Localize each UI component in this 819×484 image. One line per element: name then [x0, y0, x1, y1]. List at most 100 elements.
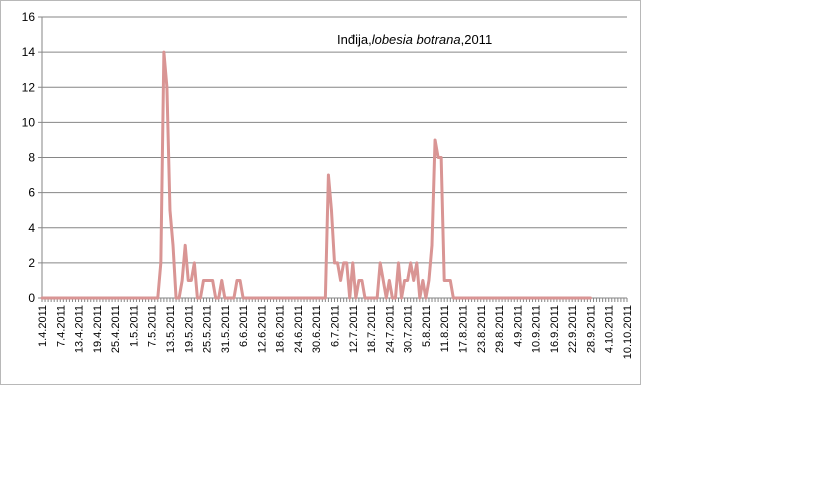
data-point [419, 297, 421, 299]
chart-title-part: ,2011 [461, 32, 493, 47]
series-line [40, 50, 592, 300]
data-point [397, 262, 400, 264]
data-point [589, 297, 592, 299]
data-point [379, 262, 382, 264]
data-point [205, 279, 208, 282]
x-tick-label: 19.4.2011 [92, 305, 104, 353]
data-point [336, 262, 339, 264]
data-point [330, 209, 333, 211]
x-tick-label: 17.8.2011 [457, 305, 469, 353]
x-tick-label: 30.6.2011 [311, 305, 323, 353]
data-point [355, 297, 357, 299]
data-point [208, 279, 211, 282]
data-point [184, 244, 187, 247]
data-point [324, 297, 327, 299]
x-tick-label: 11.8.2011 [439, 305, 451, 352]
data-point [202, 279, 205, 282]
data-point [440, 156, 442, 159]
data-point [166, 86, 168, 89]
x-tick-label: 13.4.2011 [74, 305, 86, 353]
data-point [403, 279, 406, 282]
data-point [163, 51, 165, 53]
data-point [190, 279, 193, 282]
data-point [175, 297, 177, 299]
data-point [248, 297, 250, 299]
data-point [211, 279, 214, 282]
x-tick-label: 18.6.2011 [275, 305, 287, 353]
data-point [388, 279, 391, 282]
x-tick-label: 5.8.2011 [421, 305, 433, 347]
data-point [425, 297, 427, 299]
data-point [443, 279, 445, 282]
data-point [431, 244, 433, 247]
x-tick-label: 6.6.2011 [238, 305, 250, 347]
x-tick-label: 4.9.2011 [512, 305, 524, 347]
data-point [385, 297, 388, 299]
x-tick-label: 28.9.2011 [585, 305, 597, 353]
x-tick-label: 10.10.2011 [622, 305, 634, 359]
data-point [193, 262, 196, 264]
y-axis-tick-labels: 0 2 4 6 8 10 12 14 16 [22, 10, 36, 305]
data-point [181, 279, 183, 282]
data-point [245, 297, 247, 299]
data-point [333, 262, 336, 264]
data-point [452, 297, 455, 299]
x-tick-label: 13.5.2011 [165, 305, 177, 353]
series-layer [40, 50, 592, 300]
data-point [370, 297, 372, 299]
data-point [467, 297, 470, 299]
data-point [156, 297, 159, 299]
data-point [239, 279, 241, 282]
data-point [233, 297, 235, 299]
y-tick-label: 6 [28, 186, 35, 200]
data-point [230, 297, 232, 299]
y-tick-label: 14 [22, 45, 36, 59]
chart-title-part: lobesia botrana [372, 32, 461, 47]
data-point [446, 279, 449, 282]
data-point [327, 174, 330, 176]
data-point [217, 297, 220, 299]
x-tick-label: 18.7.2011 [366, 305, 378, 353]
y-tick-label: 12 [22, 80, 36, 94]
data-point [358, 279, 360, 282]
data-point [458, 297, 461, 299]
data-point [412, 279, 415, 282]
y-tick-label: 10 [22, 115, 36, 129]
data-point [376, 297, 378, 299]
x-tick-label: 10.9.2011 [531, 305, 543, 353]
chart-title-part: Inđija, [337, 32, 372, 47]
data-point [220, 279, 223, 282]
x-tick-label: 31.5.2011 [220, 305, 232, 353]
chart-title: Inđija,lobesia botrana,2011 [337, 32, 492, 47]
data-point [373, 297, 375, 299]
x-tick-label: 16.9.2011 [549, 305, 561, 353]
data-point [367, 297, 369, 299]
data-point [464, 297, 467, 299]
chart-frame: 0 2 4 6 8 10 12 14 16 1.4.2011 7.4.2011 13.4.2011 1… [0, 0, 641, 385]
y-tick-label: 16 [22, 10, 36, 24]
data-point [242, 297, 244, 299]
data-point [172, 244, 174, 247]
data-point [227, 297, 229, 299]
data-point [169, 209, 171, 211]
x-tick-label: 12.7.2011 [348, 305, 360, 353]
data-point [461, 297, 464, 299]
data-point [187, 279, 190, 282]
x-tick-label: 25.5.2011 [202, 305, 214, 353]
axes [38, 16, 628, 302]
data-point [339, 279, 342, 282]
x-tick-label: 25.4.2011 [110, 305, 122, 353]
data-point [160, 262, 162, 264]
x-tick-label: 22.9.2011 [567, 305, 579, 353]
data-point [364, 297, 366, 299]
x-tick-label: 12.6.2011 [256, 305, 268, 353]
data-point [470, 297, 473, 299]
data-point [178, 297, 180, 299]
data-point [409, 262, 412, 264]
data-point [196, 297, 199, 299]
x-tick-label: 6.7.2011 [330, 305, 342, 347]
data-point [473, 297, 476, 299]
x-tick-label: 1.5.2011 [128, 305, 140, 347]
data-point [199, 297, 202, 299]
